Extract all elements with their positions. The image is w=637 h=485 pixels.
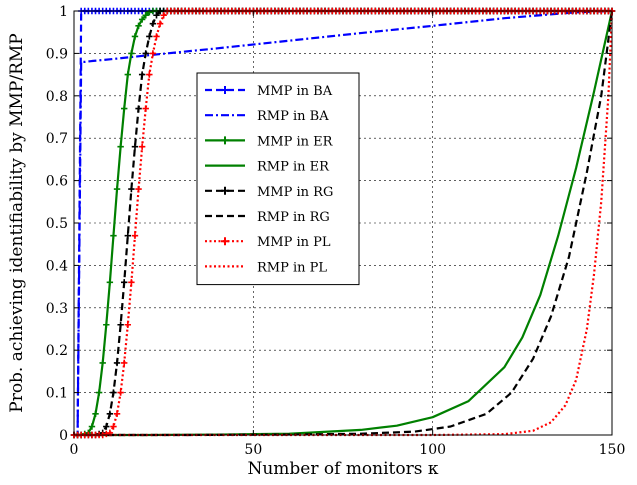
legend-entry: MMP in RG — [205, 185, 333, 200]
legend-marker — [221, 86, 229, 94]
series-marker — [121, 279, 128, 286]
series-marker — [153, 12, 160, 19]
y-tick-label: 0.2 — [46, 343, 68, 359]
series-marker — [149, 20, 157, 27]
series-marker — [142, 12, 149, 19]
series-marker — [110, 389, 117, 396]
series-marker — [113, 359, 121, 367]
y-tick-label: 0.4 — [46, 258, 68, 274]
legend-label: MMP in RG — [257, 185, 333, 200]
series-marker — [110, 423, 117, 430]
x-axis-label: Number of monitors κ — [247, 459, 438, 479]
series-marker — [121, 359, 128, 367]
series-line — [74, 10, 614, 437]
series-marker — [149, 50, 157, 57]
y-tick-label: 0.5 — [46, 216, 68, 232]
y-tick-label: 0.3 — [46, 301, 68, 317]
legend: MMP in BA RMP in BA MMP in ER RMP in ER MMP … — [196, 72, 360, 286]
series-marker — [135, 185, 142, 193]
legend-label: RMP in RG — [257, 210, 330, 225]
legend-entry: MMP in ER — [205, 134, 334, 149]
legend-label: RMP in BA — [257, 109, 329, 124]
ticks: 0 50 100 150 0 0.1 0.2 0.3 0.4 0.5 0.6 0.7 0.8 0.9 1 — [46, 4, 626, 458]
legend-entry: RMP in BA — [205, 109, 329, 124]
legend-label: MMP in ER — [257, 134, 334, 149]
y-tick-label: 0.1 — [46, 386, 68, 402]
series-marker — [146, 9, 153, 16]
legend-label: RMP in PL — [257, 260, 327, 275]
series-marker — [99, 359, 106, 367]
series-marker — [121, 105, 128, 112]
x-tick-label: 0 — [70, 442, 79, 458]
series-marker — [95, 389, 103, 396]
y-tick-label: 0.7 — [46, 131, 68, 147]
series-marker — [117, 321, 124, 328]
y-tick-label: 1 — [59, 4, 68, 20]
series-marker — [124, 321, 131, 328]
series-marker — [117, 143, 124, 150]
series-marker — [113, 410, 121, 417]
series-marker — [124, 232, 131, 239]
series-marker — [88, 423, 96, 430]
series-marker — [142, 105, 149, 112]
series-marker — [146, 71, 153, 78]
x-tick-label: 50 — [244, 442, 262, 458]
legend-marker — [221, 186, 229, 195]
legend-entry: MMP in PL — [205, 235, 331, 250]
series-marker — [135, 105, 142, 112]
series-marker — [138, 16, 146, 23]
series-marker — [131, 33, 139, 40]
series-line — [74, 9, 612, 437]
series-marker — [103, 321, 110, 328]
x-tick-label: 150 — [599, 442, 626, 458]
series-marker — [117, 389, 124, 396]
legend-entry: RMP in ER — [205, 160, 330, 175]
legend-label: MMP in BA — [257, 84, 333, 99]
legend-label: MMP in PL — [257, 235, 331, 250]
series-line — [74, 9, 613, 437]
series-rmp-in-rg — [74, 10, 614, 437]
x-tick-label: 100 — [419, 442, 446, 458]
series-marker — [146, 33, 153, 40]
legend-entry: MMP in BA — [205, 84, 333, 99]
y-tick-label: 0.9 — [46, 46, 68, 62]
series-layer — [70, 7, 616, 439]
legend-label: RMP in ER — [257, 160, 330, 175]
series-rmp-in-ba — [74, 9, 613, 437]
legend-entry: RMP in PL — [205, 260, 327, 275]
series-marker — [131, 232, 139, 239]
series-marker — [138, 143, 146, 150]
series-marker — [128, 279, 135, 286]
series-marker — [135, 22, 142, 30]
y-axis-label: Prob. achieving identifiability by MMP/R… — [7, 33, 27, 413]
series-marker — [131, 143, 139, 150]
series-marker — [153, 33, 160, 40]
series-marker — [124, 71, 131, 78]
series-marker — [128, 50, 135, 57]
series-marker — [142, 50, 149, 57]
series-marker — [138, 71, 146, 78]
series-marker — [110, 232, 117, 239]
legend-marker — [221, 136, 229, 145]
series-marker — [92, 410, 99, 417]
legend-marker — [221, 237, 229, 246]
series-marker — [156, 20, 164, 27]
series-marker — [113, 185, 121, 193]
y-tick-label: 0.6 — [46, 174, 68, 190]
series-marker — [103, 423, 110, 430]
y-tick-label: 0.8 — [46, 89, 68, 105]
legend-box — [196, 72, 360, 286]
series-marker — [128, 185, 135, 193]
series-marker — [106, 279, 114, 286]
legend-entry: RMP in RG — [205, 210, 330, 225]
series-marker — [106, 410, 114, 417]
series-marker — [160, 12, 167, 19]
y-tick-label: 0 — [59, 428, 68, 444]
